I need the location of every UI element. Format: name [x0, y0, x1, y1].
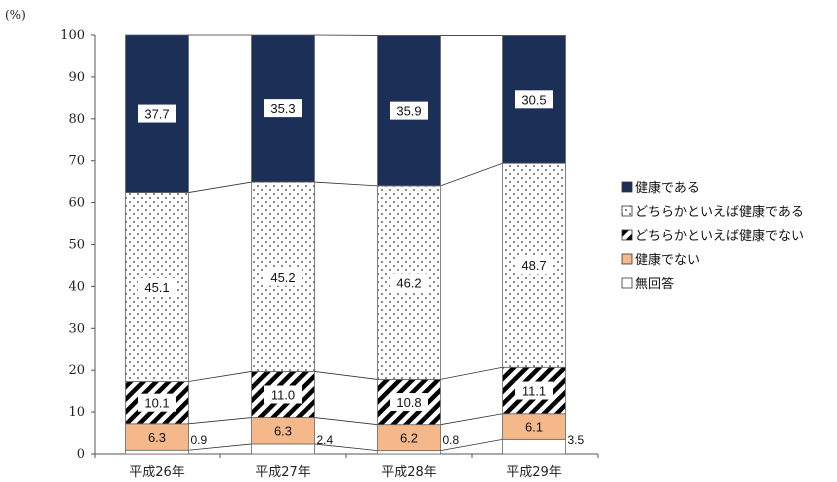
data-label: 3.5	[568, 433, 585, 447]
data-label-box	[264, 99, 302, 118]
bar-segment	[125, 423, 189, 451]
x-tick-label: 平成26年	[129, 465, 185, 480]
y-tick-label: 50	[68, 238, 85, 253]
legend-label: 健康である	[635, 180, 700, 196]
data-label-box	[390, 273, 428, 292]
data-label: 6.3	[148, 430, 166, 445]
series-connector-line	[188, 181, 252, 193]
series-connector-line	[314, 417, 378, 426]
series-connector-line	[188, 443, 252, 451]
data-label: 10.8	[396, 395, 421, 410]
series-connector-line	[440, 366, 503, 380]
legend-swatch	[621, 205, 633, 217]
data-label: 37.7	[144, 107, 169, 122]
data-label-box	[515, 381, 553, 400]
series-connector-line	[314, 371, 378, 380]
y-tick-label: 20	[68, 363, 85, 378]
data-label-box	[515, 256, 553, 275]
x-tick-label: 平成27年	[255, 465, 311, 480]
bar-segment	[377, 424, 441, 452]
data-label: 10.1	[144, 396, 169, 411]
y-unit-label: (%)	[5, 8, 26, 22]
series-connector-line	[440, 162, 503, 187]
data-label-box	[138, 278, 176, 297]
data-label-box	[515, 90, 553, 109]
data-label-box	[390, 393, 428, 412]
data-label: 45.2	[270, 270, 295, 285]
series-connector-line	[440, 413, 503, 426]
series-connector-line	[188, 417, 252, 425]
data-label: 6.1	[525, 420, 543, 435]
bar-segment	[251, 417, 315, 445]
y-tick-label: 60	[68, 196, 85, 211]
data-label: 35.9	[396, 104, 421, 119]
data-label-box	[138, 393, 176, 412]
data-label-box	[138, 104, 176, 123]
y-tick-label: 70	[68, 154, 85, 169]
data-label: 46.2	[396, 276, 421, 291]
data-label-box	[264, 385, 302, 404]
data-label: 6.2	[400, 431, 418, 446]
bar-segment	[377, 450, 441, 455]
data-label: 11.0	[271, 388, 295, 403]
bar-segment	[502, 413, 566, 440]
y-tick-label: 100	[60, 28, 85, 43]
x-tick-label: 平成29年	[506, 465, 562, 480]
y-tick-label: 40	[68, 279, 85, 294]
data-label-box	[264, 267, 302, 286]
bar-segment	[502, 438, 566, 455]
data-label-box	[390, 101, 428, 120]
y-tick-label: 10	[68, 405, 85, 420]
series-connector-line	[314, 443, 378, 452]
legend-label: どちらかといえば健康でない	[635, 228, 804, 244]
data-label: 2.4	[317, 433, 334, 447]
data-label: 30.5	[521, 92, 546, 107]
series-connector-line	[440, 438, 503, 452]
legend-swatch	[621, 277, 633, 289]
data-label: 11.1	[522, 384, 546, 399]
data-label: 48.7	[521, 258, 546, 273]
legend-swatch	[621, 229, 633, 241]
legend-swatch	[621, 253, 633, 265]
bar-segment	[251, 443, 315, 455]
bar-segment	[125, 449, 189, 455]
data-label: 0.8	[443, 433, 460, 447]
legend-swatch	[621, 181, 633, 193]
series-connector-line	[314, 181, 378, 187]
legend-label: 無回答	[635, 276, 674, 292]
series-connector-line	[188, 371, 252, 382]
legend-label: 健康でない	[635, 252, 700, 268]
data-label: 45.1	[144, 280, 169, 295]
y-tick-label: 80	[68, 112, 85, 127]
y-tick-label: 30	[68, 321, 85, 336]
data-label: 6.3	[274, 424, 292, 439]
legend-label: どちらかといえば健康である	[635, 204, 804, 220]
y-tick-label: 0	[77, 447, 85, 462]
x-tick-label: 平成28年	[381, 465, 437, 480]
data-label: 35.3	[270, 101, 295, 116]
y-tick-label: 90	[68, 70, 85, 85]
data-label: 0.9	[191, 433, 208, 447]
